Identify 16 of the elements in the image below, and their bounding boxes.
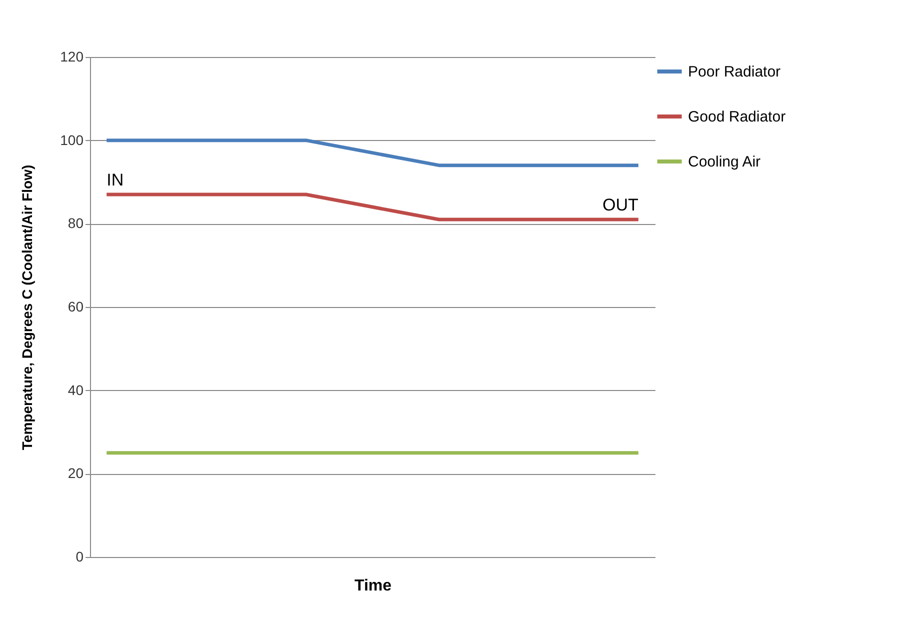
x-axis-title: Time bbox=[354, 578, 392, 594]
y-tick-label: 80 bbox=[68, 215, 84, 232]
y-tick-label: 100 bbox=[60, 132, 84, 148]
line-series bbox=[104, 192, 640, 222]
annotation: IN bbox=[106, 170, 124, 190]
y-tick-label: 40 bbox=[68, 382, 84, 398]
annotation: OUT bbox=[602, 196, 638, 214]
y-tick-label: 0 bbox=[76, 548, 84, 564]
legend-label: Cooling Air bbox=[688, 154, 761, 170]
y-tick-label: 60 bbox=[68, 298, 84, 314]
line-series bbox=[104, 138, 640, 168]
y-axis-title: Temperature, Degrees C (Coolant/Air Flow) bbox=[19, 164, 36, 450]
y-tick-label: 120 bbox=[60, 48, 84, 64]
y-tick-label: 20 bbox=[68, 465, 84, 482]
legend-label: Poor Radiator bbox=[688, 64, 781, 80]
legend-label: Good Radiator bbox=[688, 108, 786, 126]
